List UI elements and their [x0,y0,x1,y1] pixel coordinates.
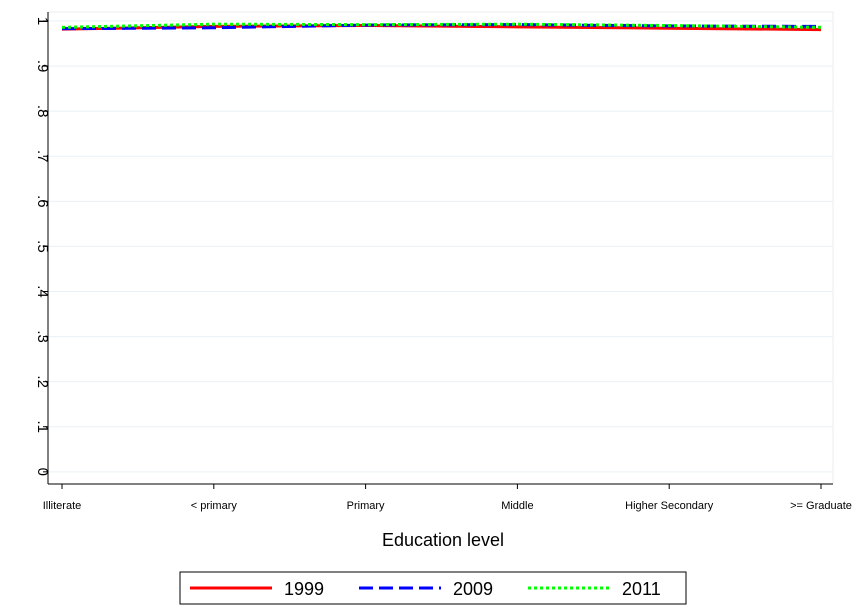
x-tick-label: Illiterate [43,500,82,512]
legend-label: 1999 [284,579,324,599]
y-tick-label: .6 [34,195,51,208]
legend-label: 2009 [453,579,493,599]
legend-label: 2011 [622,579,661,599]
y-tick-label: .5 [34,240,51,253]
x-tick-label: Middle [501,500,533,512]
x-tick-label: Primary [347,500,385,512]
y-tick-label: 0 [34,468,51,476]
series-line [61,22,822,29]
y-tick-label: .9 [34,60,51,73]
y-tick-label: .2 [34,375,51,388]
y-tick-label: 1 [34,17,51,25]
x-tick-label: Higher Secondary [625,500,714,512]
y-tick-label: .1 [34,420,51,433]
x-axis-title: Education level [382,530,504,550]
x-tick-label: >= Graduate [790,500,852,512]
y-tick-label: .7 [34,150,51,163]
x-tick-label: < primary [191,500,238,512]
y-tick-label: .3 [34,330,51,343]
y-tick-label: .8 [34,105,51,118]
plot-area [47,11,834,485]
y-tick-label: .4 [34,285,51,298]
